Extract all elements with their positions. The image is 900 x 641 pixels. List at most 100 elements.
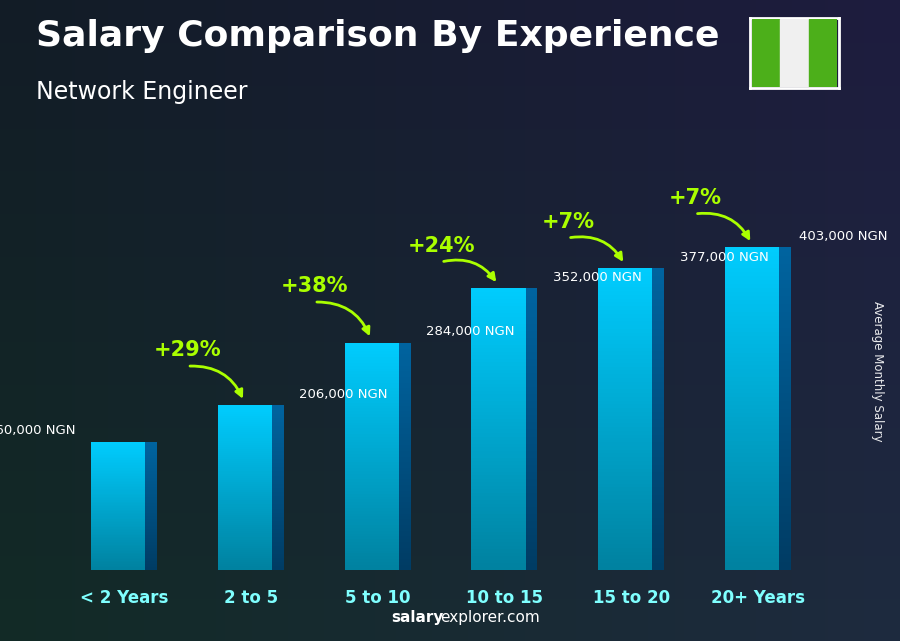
- Bar: [272, 430, 284, 432]
- Bar: [725, 538, 779, 542]
- Bar: [472, 362, 526, 366]
- Bar: [145, 498, 157, 500]
- Bar: [218, 542, 272, 544]
- Bar: [725, 260, 779, 263]
- Bar: [526, 556, 537, 560]
- Bar: [399, 403, 410, 406]
- Bar: [272, 457, 284, 459]
- Bar: [272, 490, 284, 492]
- Bar: [272, 426, 284, 428]
- Bar: [526, 429, 537, 433]
- Bar: [345, 454, 399, 456]
- Bar: [145, 517, 157, 519]
- Bar: [218, 540, 272, 542]
- Bar: [526, 369, 537, 373]
- Bar: [145, 495, 157, 497]
- Bar: [399, 405, 410, 408]
- Bar: [272, 531, 284, 533]
- Bar: [779, 522, 791, 526]
- Bar: [652, 465, 664, 469]
- Bar: [272, 498, 284, 501]
- Bar: [91, 533, 145, 535]
- Bar: [652, 287, 664, 291]
- Bar: [91, 542, 145, 544]
- Bar: [145, 506, 157, 508]
- Bar: [272, 481, 284, 484]
- Bar: [472, 454, 526, 458]
- Bar: [399, 428, 410, 431]
- Bar: [218, 440, 272, 442]
- Bar: [598, 461, 652, 465]
- Bar: [652, 537, 664, 540]
- Bar: [598, 295, 652, 299]
- Bar: [598, 299, 652, 303]
- Bar: [399, 397, 410, 400]
- Bar: [145, 503, 157, 505]
- Bar: [652, 479, 664, 484]
- Bar: [526, 447, 537, 451]
- Bar: [345, 388, 399, 391]
- Bar: [652, 476, 664, 480]
- Bar: [725, 433, 779, 437]
- Text: 377,000 NGN: 377,000 NGN: [680, 251, 769, 263]
- Bar: [526, 383, 537, 387]
- Bar: [652, 491, 664, 495]
- Text: 160,000 NGN: 160,000 NGN: [0, 424, 76, 437]
- Bar: [272, 523, 284, 525]
- Bar: [345, 522, 399, 525]
- Bar: [218, 449, 272, 451]
- Bar: [91, 488, 145, 490]
- Bar: [345, 371, 399, 374]
- Bar: [399, 440, 410, 442]
- Bar: [779, 462, 791, 465]
- Bar: [91, 452, 145, 454]
- Bar: [598, 359, 652, 363]
- Bar: [779, 417, 791, 421]
- Bar: [598, 544, 652, 548]
- Bar: [145, 540, 157, 542]
- Bar: [145, 494, 157, 495]
- Bar: [272, 479, 284, 482]
- Bar: [399, 559, 410, 562]
- Bar: [598, 547, 652, 552]
- Bar: [725, 490, 779, 494]
- Bar: [272, 469, 284, 472]
- Bar: [399, 445, 410, 448]
- Bar: [526, 401, 537, 405]
- Bar: [272, 542, 284, 544]
- Bar: [91, 498, 145, 500]
- Bar: [272, 506, 284, 508]
- Bar: [345, 383, 399, 386]
- Bar: [526, 465, 537, 468]
- Bar: [779, 534, 791, 538]
- Bar: [145, 504, 157, 506]
- Bar: [91, 532, 145, 533]
- Bar: [472, 331, 526, 335]
- Bar: [472, 567, 526, 570]
- Bar: [598, 442, 652, 446]
- Bar: [272, 517, 284, 519]
- Bar: [652, 329, 664, 333]
- Bar: [272, 521, 284, 523]
- Bar: [472, 560, 526, 563]
- Bar: [145, 556, 157, 558]
- Bar: [725, 445, 779, 449]
- Bar: [272, 566, 284, 569]
- Bar: [272, 412, 284, 413]
- Bar: [345, 425, 399, 428]
- Bar: [272, 562, 284, 564]
- Bar: [526, 493, 537, 496]
- Bar: [526, 338, 537, 341]
- Bar: [526, 500, 537, 504]
- Bar: [145, 478, 157, 479]
- Bar: [472, 317, 526, 320]
- Bar: [472, 553, 526, 556]
- Bar: [145, 526, 157, 527]
- Bar: [725, 542, 779, 546]
- Bar: [526, 503, 537, 507]
- Bar: [91, 478, 145, 479]
- Bar: [91, 472, 145, 474]
- Bar: [399, 556, 410, 559]
- Bar: [725, 453, 779, 458]
- Bar: [272, 447, 284, 449]
